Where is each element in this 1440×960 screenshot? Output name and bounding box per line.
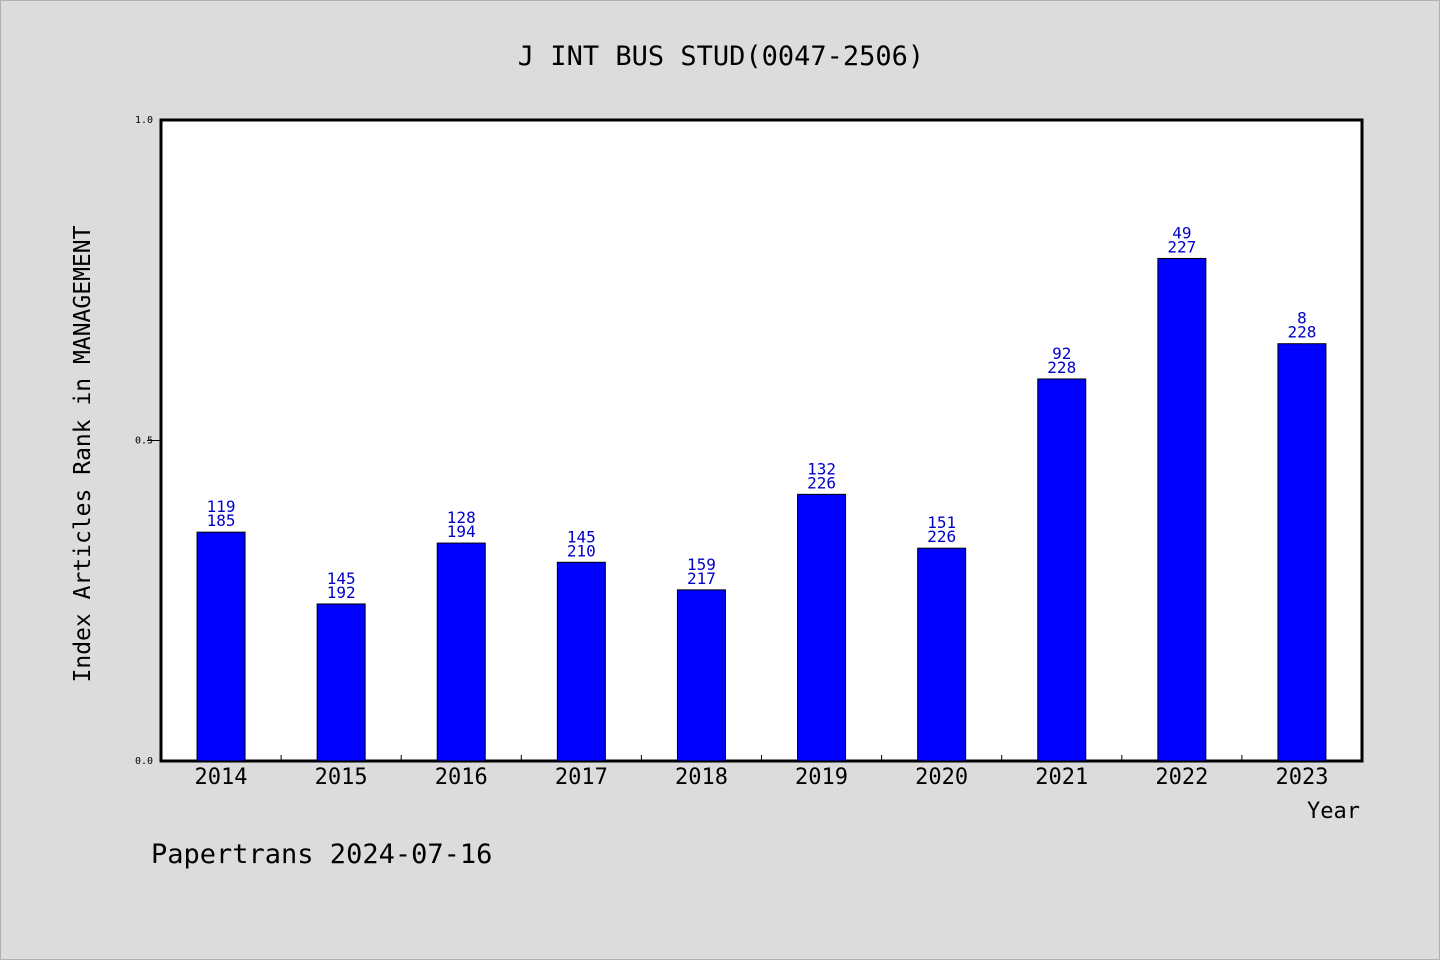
bar-2019 xyxy=(797,493,847,762)
x-tick-label-2014: 2014 xyxy=(195,765,248,790)
bar-2022 xyxy=(1157,257,1207,762)
total-label-2019: 226 xyxy=(807,473,836,492)
x-tick-label-2018: 2018 xyxy=(675,765,728,790)
rank-label-2021: 92 xyxy=(1052,344,1071,363)
bar-2021 xyxy=(1037,378,1087,762)
total-label-2021: 228 xyxy=(1047,358,1076,377)
rank-label-2019: 132 xyxy=(807,459,836,478)
bar-2018 xyxy=(676,589,726,762)
rank-label-2014: 119 xyxy=(207,497,236,516)
total-label-2022: 227 xyxy=(1167,237,1196,256)
y-axis-ticks: 0.0 0.5 1.0 xyxy=(135,115,161,767)
bar-2020 xyxy=(917,547,967,762)
bar-2014 xyxy=(196,531,246,762)
x-tick-label-2022: 2022 xyxy=(1155,765,1208,790)
rank-label-2015: 145 xyxy=(327,569,356,588)
y-axis-label: Index Articles Rank in MANAGEMENT xyxy=(70,225,96,682)
rank-label-2022: 49 xyxy=(1172,223,1191,242)
rank-label-2017: 145 xyxy=(567,527,596,546)
y-tick-label-0.5: 0.5 xyxy=(135,436,153,447)
rank-label-2016: 128 xyxy=(447,508,476,527)
x-axis-ticks: 2014 2015 2016 2017 2018 2019 2020 2021 2022 2023 xyxy=(195,755,1328,790)
total-label-2020: 226 xyxy=(927,527,956,546)
x-tick-label-2015: 2015 xyxy=(315,765,368,790)
x-tick-label-2023: 2023 xyxy=(1275,765,1328,790)
x-axis-label: Year xyxy=(1307,799,1360,824)
y-tick-label-1.0: 1.0 xyxy=(135,115,153,126)
bars-group xyxy=(196,257,1327,762)
total-label-2016: 194 xyxy=(447,522,476,541)
bar-2023 xyxy=(1277,343,1327,762)
x-tick-label-2021: 2021 xyxy=(1035,765,1088,790)
y-tick-label-0.0: 0.0 xyxy=(135,756,153,767)
x-tick-label-2016: 2016 xyxy=(435,765,488,790)
total-label-2017: 210 xyxy=(567,541,596,560)
footer-credit: Papertrans 2024-07-16 xyxy=(151,839,492,870)
bar-2015 xyxy=(316,603,366,762)
bar-2016 xyxy=(436,542,486,762)
x-tick-label-2019: 2019 xyxy=(795,765,848,790)
bar-2017 xyxy=(556,561,606,762)
rank-label-2023: 8 xyxy=(1297,309,1307,328)
total-label-2015: 192 xyxy=(327,583,356,602)
rank-label-2020: 151 xyxy=(927,513,956,532)
total-label-2023: 228 xyxy=(1287,323,1316,342)
chart-title: J INT BUS STUD(0047-2506) xyxy=(518,41,924,72)
rank-label-2018: 159 xyxy=(687,555,716,574)
x-tick-label-2017: 2017 xyxy=(555,765,608,790)
total-label-2014: 185 xyxy=(207,511,236,530)
x-tick-label-2020: 2020 xyxy=(915,765,968,790)
total-label-2018: 217 xyxy=(687,569,716,588)
